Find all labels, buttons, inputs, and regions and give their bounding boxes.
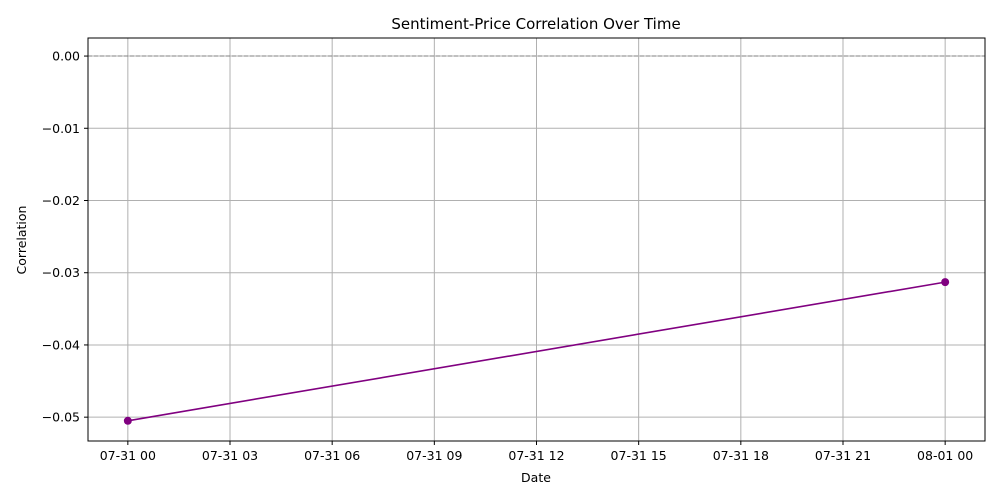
grid — [88, 38, 985, 441]
x-tick-label: 08-01 00 — [917, 448, 973, 463]
series-layer — [123, 278, 950, 425]
x-tick-label: 07-31 00 — [100, 448, 156, 463]
x-axis: 07-31 00 07-31 03 07-31 06 07-31 09 07-31 12… — [100, 441, 973, 463]
x-tick-label: 07-31 12 — [508, 448, 564, 463]
x-tick-label: 07-31 06 — [304, 448, 360, 463]
data-point — [123, 416, 132, 425]
chart-title: Sentiment-Price Correlation Over Time — [391, 15, 680, 33]
y-tick-label: −0.02 — [42, 193, 80, 208]
y-tick-label: −0.01 — [42, 121, 80, 136]
x-tick-label: 07-31 18 — [713, 448, 769, 463]
y-tick-label: −0.05 — [42, 410, 80, 425]
x-tick-label: 07-31 21 — [815, 448, 871, 463]
y-axis-label: Correlation — [14, 206, 29, 275]
x-axis-label: Date — [521, 470, 551, 485]
x-tick-label: 07-31 03 — [202, 448, 258, 463]
y-tick-label: 0.00 — [52, 49, 80, 64]
data-point — [941, 278, 950, 287]
x-tick-label: 07-31 15 — [611, 448, 667, 463]
y-tick-label: −0.04 — [42, 337, 80, 352]
series-line — [127, 281, 946, 422]
y-tick-label: −0.03 — [42, 265, 80, 280]
x-tick-label: 07-31 09 — [406, 448, 462, 463]
y-axis: 0.00 −0.01 −0.02 −0.03 −0.04 −0.05 — [42, 49, 88, 425]
